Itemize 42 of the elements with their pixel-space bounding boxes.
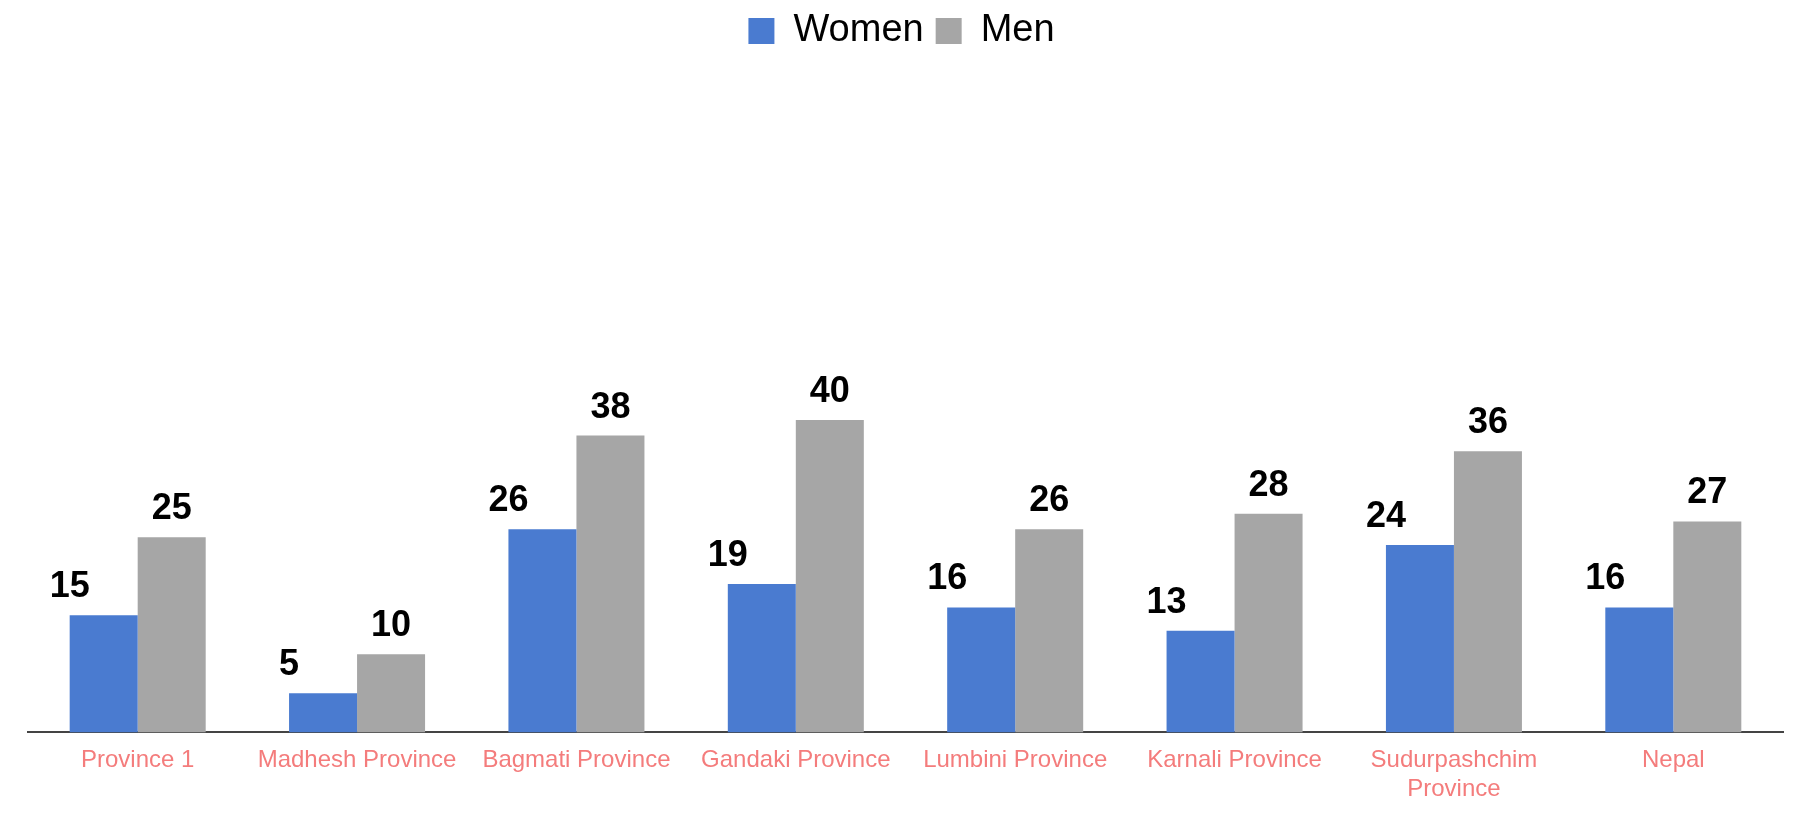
bar bbox=[1453, 451, 1522, 733]
data-label: 26 bbox=[1029, 478, 1070, 520]
data-label: 24 bbox=[1365, 493, 1406, 535]
data-label: 36 bbox=[1467, 400, 1508, 442]
data-label: 27 bbox=[1687, 470, 1728, 512]
data-label: 5 bbox=[279, 642, 300, 684]
x-tick-label: Madhesh Province bbox=[257, 745, 457, 773]
bar bbox=[795, 420, 864, 733]
data-label: 19 bbox=[707, 532, 748, 574]
bar bbox=[727, 584, 796, 733]
x-tick-label: Sudurpashchim Province bbox=[1370, 745, 1538, 802]
x-tick-label: Bagmati Province bbox=[482, 745, 671, 773]
x-tick-label: Nepal bbox=[1641, 745, 1705, 773]
data-label: 13 bbox=[1146, 579, 1187, 621]
x-tick-label: Gandaki Province bbox=[701, 745, 891, 773]
bar bbox=[137, 537, 206, 733]
bar bbox=[1605, 607, 1674, 733]
data-label: 16 bbox=[927, 556, 968, 598]
data-label: 25 bbox=[151, 486, 192, 528]
bar bbox=[1234, 513, 1303, 733]
data-label: 15 bbox=[49, 564, 90, 606]
x-tick-label: Province 1 bbox=[80, 745, 195, 773]
bar bbox=[1015, 529, 1084, 733]
data-label: 40 bbox=[809, 368, 850, 410]
bar bbox=[69, 615, 138, 733]
x-tick-label: Karnali Province bbox=[1147, 745, 1322, 773]
bar bbox=[1385, 544, 1454, 733]
data-label: 26 bbox=[488, 478, 529, 520]
data-label: 38 bbox=[590, 384, 631, 426]
bar bbox=[947, 607, 1016, 733]
bar bbox=[289, 693, 358, 733]
data-label: 16 bbox=[1585, 556, 1626, 598]
bar bbox=[576, 435, 645, 733]
legend-label: Men bbox=[980, 7, 1055, 50]
legend-label: Women bbox=[793, 7, 924, 50]
x-tick-label: Lumbini Province bbox=[923, 745, 1108, 773]
bar bbox=[508, 529, 577, 733]
data-label: 10 bbox=[371, 603, 412, 645]
data-label: 28 bbox=[1248, 462, 1289, 504]
bar bbox=[1673, 521, 1742, 733]
bar bbox=[357, 654, 426, 733]
bar bbox=[1166, 630, 1235, 733]
